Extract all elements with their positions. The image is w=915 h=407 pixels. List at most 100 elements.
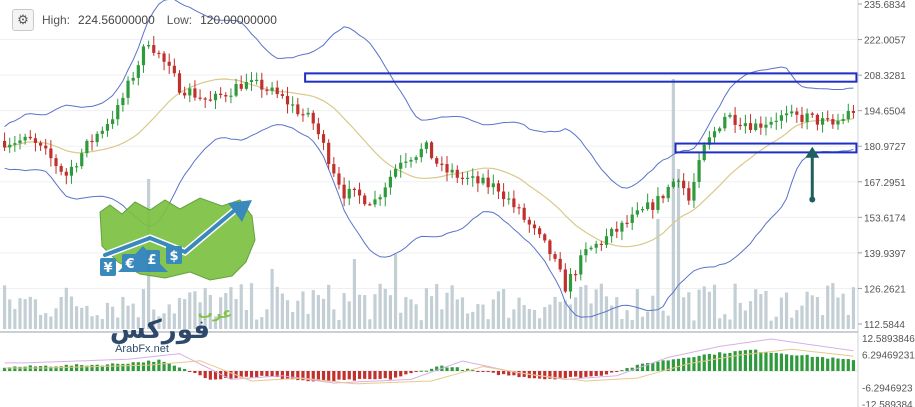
volume-bar <box>754 289 758 329</box>
volume-bar <box>352 259 356 329</box>
volume-bar <box>486 319 490 329</box>
volume-bar <box>224 293 228 329</box>
candle-body <box>769 121 773 125</box>
candle-body <box>414 157 418 160</box>
oscillator-bar <box>162 361 166 371</box>
oscillator-bar <box>183 368 187 371</box>
candle-body <box>574 274 578 276</box>
volume-bar <box>532 309 537 329</box>
oscillator-bar <box>368 371 372 380</box>
oscillator-bar <box>275 371 279 378</box>
candle-body <box>28 136 32 139</box>
oscillator-bar <box>38 366 43 371</box>
candle-body <box>594 243 598 248</box>
gear-icon[interactable]: ⚙ <box>12 9 34 31</box>
volume-bar <box>630 319 634 329</box>
oscillator-bar <box>676 358 681 371</box>
volume-bar <box>450 285 454 329</box>
candle-body <box>610 228 614 237</box>
candle-body <box>280 94 284 96</box>
volume-bar <box>553 296 557 329</box>
candle-body <box>620 222 624 232</box>
volume-bar <box>718 318 722 329</box>
oscillator-bar <box>538 371 542 379</box>
oscillator-bar <box>815 356 820 371</box>
oscillator-bar <box>136 362 140 371</box>
candle-body <box>738 124 742 127</box>
oscillator-bar <box>774 352 778 371</box>
volume-bar <box>95 315 99 329</box>
volume-bar <box>388 295 393 329</box>
oscillator-bar <box>265 371 269 377</box>
volume-bar <box>219 297 223 329</box>
volume-bar <box>615 297 619 329</box>
oscillator-bar <box>702 354 706 371</box>
volume-bar <box>399 312 403 329</box>
candle-body <box>347 188 351 199</box>
volume-bar <box>404 297 408 329</box>
oscillator-bar <box>671 359 675 371</box>
oscillator-bar <box>255 371 259 378</box>
volume-bar <box>378 283 382 329</box>
candle-body <box>800 114 804 122</box>
volume-bar <box>522 304 526 329</box>
bollinger-middle-line <box>4 78 854 248</box>
volume-bar <box>342 293 346 329</box>
candle-body <box>59 166 63 172</box>
brand-arabic-small: عرب <box>198 304 233 322</box>
volume-bar <box>743 310 747 329</box>
oscillator-bar <box>502 371 506 375</box>
candle-body <box>836 120 840 125</box>
volume-bar <box>116 317 120 329</box>
price-axis-label: 153.6174 <box>864 213 906 224</box>
volume-bar <box>656 219 660 329</box>
candle-body <box>661 195 665 199</box>
oscillator-bar <box>563 371 567 378</box>
volume-bar <box>23 299 27 329</box>
oscillator-signal-line <box>4 348 854 385</box>
volume-bar <box>301 291 305 329</box>
candle-body <box>584 249 588 256</box>
oscillator-axis-label: -6.2946923 <box>862 384 913 395</box>
oscillator-bar <box>543 371 547 380</box>
candle-body <box>496 183 501 192</box>
oscillator-bar <box>682 357 686 371</box>
candle-body <box>193 88 197 98</box>
currency-tile <box>144 250 160 268</box>
candle-body <box>249 80 254 82</box>
oscillator-bar <box>260 371 264 376</box>
candle-body <box>779 115 783 121</box>
candle-body <box>604 236 609 245</box>
volume-bar <box>33 299 38 329</box>
volume-bar <box>80 307 84 329</box>
volume-bar <box>239 284 243 329</box>
volume-bar <box>234 298 238 329</box>
candle-body <box>507 198 511 200</box>
candle-body <box>491 183 495 188</box>
volume-bar <box>476 304 480 329</box>
growth-line <box>103 208 237 257</box>
oscillator-bar <box>656 361 660 371</box>
oscillator-bar <box>33 366 38 371</box>
volume-bar <box>183 299 187 329</box>
volume-bar <box>440 309 444 329</box>
oscillator-bar <box>85 365 89 371</box>
oscillator-bar <box>707 353 711 371</box>
candle-body <box>152 45 156 53</box>
oscillator-bar <box>810 357 814 371</box>
oscillator-axis-label: 12.5893846 <box>862 334 915 345</box>
oscillator-bar <box>553 371 557 380</box>
volume-bar <box>327 284 331 329</box>
candle-body <box>512 198 516 208</box>
candle-body <box>460 177 465 179</box>
volume-bar <box>105 302 110 329</box>
volume-bar <box>136 317 140 329</box>
volume-bar <box>800 305 804 329</box>
candle-body <box>188 88 192 96</box>
candle-body <box>486 177 490 188</box>
candle-body <box>502 191 506 200</box>
candle-body <box>44 145 48 149</box>
candle-body <box>754 123 758 130</box>
candle-body <box>538 228 542 235</box>
